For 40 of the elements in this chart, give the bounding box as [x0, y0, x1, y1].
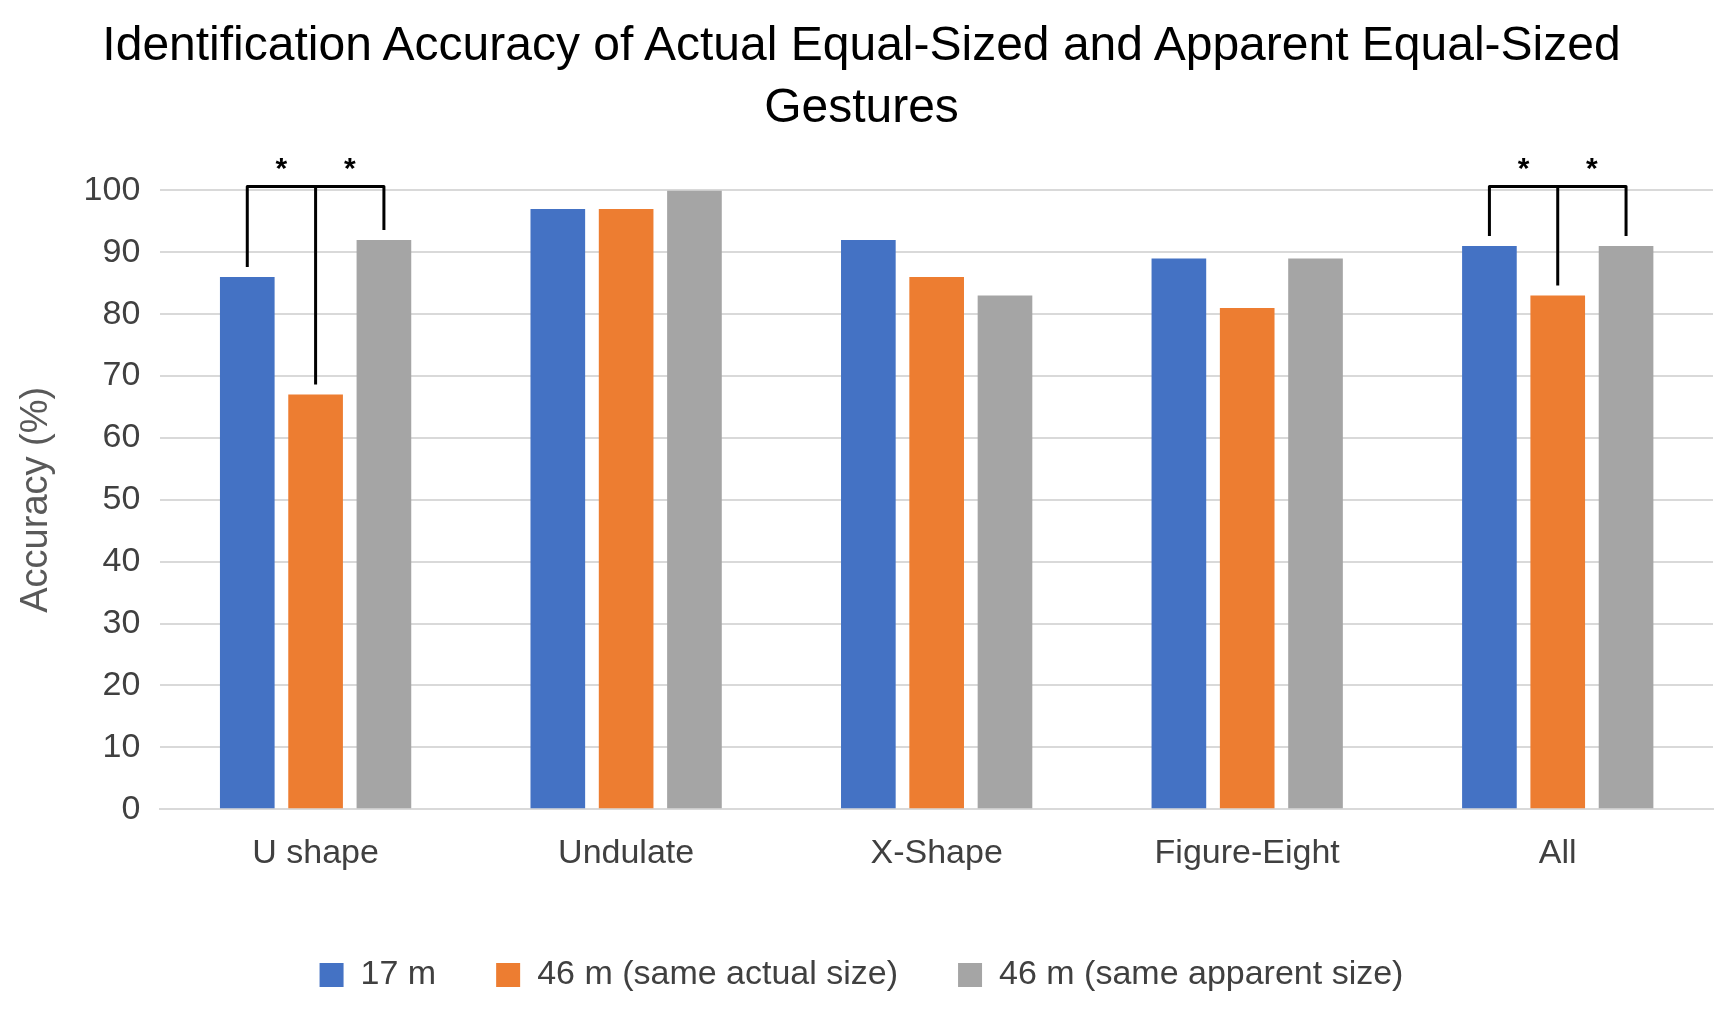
- y-tick-label: 10: [102, 725, 141, 764]
- bar: [841, 239, 896, 809]
- text: *: [275, 151, 288, 185]
- bar: [1219, 307, 1275, 809]
- x-tick-label: X-Shape: [870, 831, 1003, 870]
- y-tick-label: 20: [102, 663, 141, 702]
- bar: [530, 208, 586, 809]
- y-tick-label: 40: [102, 540, 141, 579]
- bar: [219, 277, 275, 809]
- y-tick-label: 80: [102, 292, 141, 331]
- y-tick-label: 90: [102, 230, 141, 269]
- bar: [598, 208, 654, 809]
- bar: [288, 394, 343, 809]
- legend-label: 46 m (same apparent size): [999, 953, 1404, 992]
- bar: [1288, 258, 1343, 809]
- bar: [1462, 246, 1517, 809]
- text: *: [1586, 151, 1599, 185]
- bar: [1598, 246, 1654, 809]
- bar: [1530, 295, 1586, 809]
- y-axis-title: Accuracy (%): [13, 386, 56, 613]
- text: *: [343, 151, 356, 185]
- bar: [667, 190, 722, 809]
- bar: [1151, 258, 1207, 809]
- y-tick-label: 100: [83, 168, 141, 207]
- x-tick-label: All: [1538, 831, 1577, 870]
- y-tick-label: 60: [102, 416, 141, 455]
- x-tick-label: Undulate: [558, 831, 695, 870]
- x-tick-label: U shape: [252, 831, 379, 870]
- y-tick-label: 70: [102, 354, 141, 393]
- chart-title: Identification Accuracy of Actual Equal-Sized and Apparent Equal-Sized Gestures: [101, 16, 1622, 134]
- bar: [356, 239, 412, 809]
- legend-label: 17 m: [360, 953, 437, 992]
- text: *: [1517, 151, 1530, 185]
- y-tick-label: 50: [102, 478, 141, 517]
- legend-label: 46 m (same actual size): [537, 953, 899, 992]
- bar: [977, 295, 1033, 809]
- y-tick-label: 30: [102, 601, 141, 640]
- bar: [909, 277, 964, 809]
- y-tick-label: 0: [121, 787, 141, 826]
- x-tick-label: Figure-Eight: [1154, 831, 1341, 870]
